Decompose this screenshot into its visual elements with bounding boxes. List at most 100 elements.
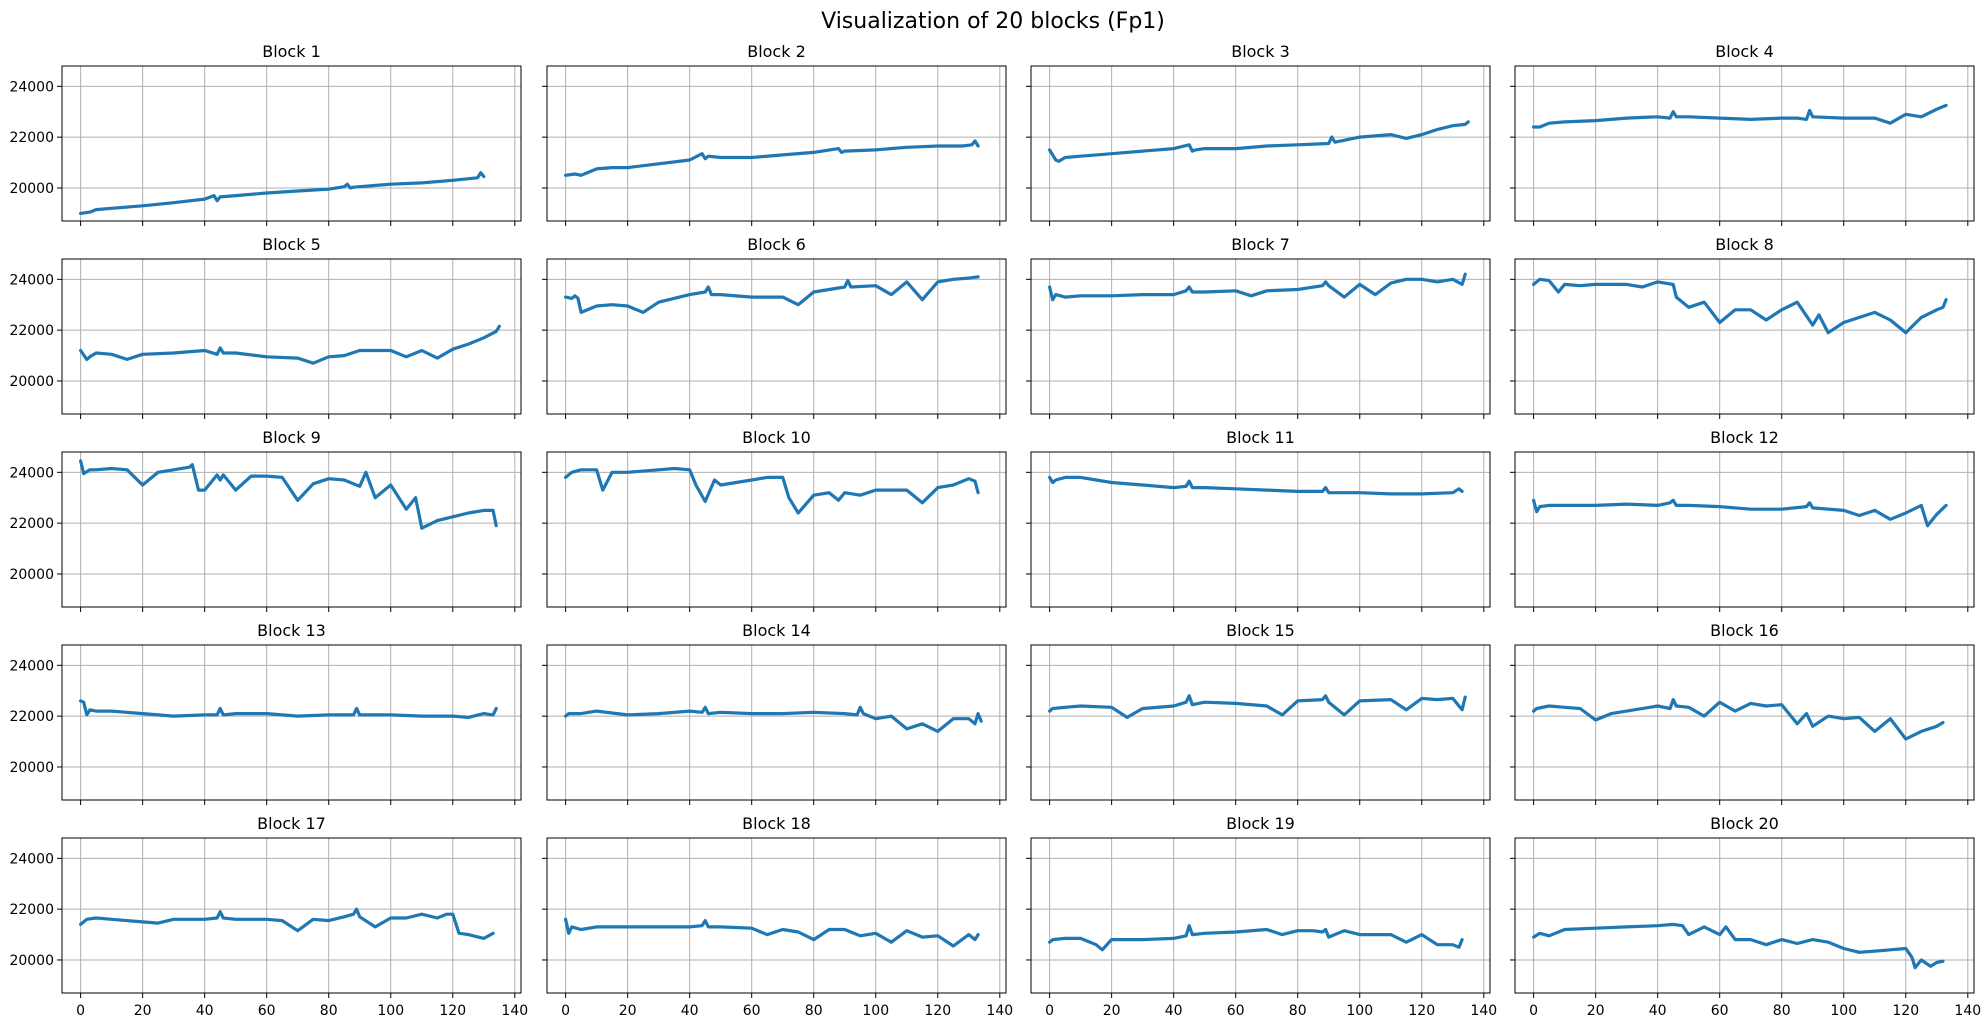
axes-frame [546,451,1007,608]
axes-frame [546,837,1007,994]
y-tick-label: 24000 [9,465,54,481]
axes-frame [1030,65,1491,222]
panel-block-5: Block 5 20000 22000 24000 [9,235,522,419]
x-tick-label: 80 [805,1003,823,1019]
series-line [1048,475,1464,496]
x-tick-label: 120 [439,1003,466,1019]
panel-title: Block 8 [1715,235,1774,254]
panel-title: Block 9 [262,428,321,447]
panel-title: Block 10 [742,428,811,447]
axes-frame [1514,65,1975,222]
series-line [1048,924,1464,952]
axes-frame [61,65,522,222]
axes-frame [1030,644,1491,801]
panel-title: Block 5 [262,235,321,254]
x-tick-label: 140 [986,1003,1013,1019]
series-line [1532,698,1945,741]
x-tick-label: 0 [561,1003,570,1019]
y-tick-label: 22000 [9,323,54,339]
y-tick-label: 20000 [9,567,54,583]
panel-title: Block 11 [1226,428,1295,447]
axes-frame [546,644,1007,801]
axes-frame [61,451,522,608]
series-line [1048,272,1467,302]
panel-title: Block 3 [1231,42,1290,61]
x-tick-label: 60 [1227,1003,1245,1019]
panel-title: Block 6 [747,235,806,254]
x-tick-label: 20 [1103,1003,1121,1019]
panel-block-12: Block 12 [1510,428,1975,612]
panel-title: Block 2 [747,42,806,61]
panel-block-18: Block 18 0 20 40 60 80 100 120 140 [542,814,1013,1019]
panel-block-7: Block 7 [1026,235,1491,419]
panel-block-11: Block 11 [1026,428,1491,612]
panel-title: Block 18 [742,814,811,833]
panel-block-15: Block 15 [1026,621,1491,805]
panel-block-3: Block 3 [1026,42,1491,226]
y-tick-label: 22000 [9,516,54,532]
panel-block-13: Block 13 20000 22000 24000 [9,621,522,805]
x-tick-label: 120 [924,1003,951,1019]
x-tick-label: 0 [1045,1003,1054,1019]
x-tick-label: 140 [1954,1003,1981,1019]
panel-block-6: Block 6 [542,235,1007,419]
series-line [1048,120,1470,163]
axes-frame [1514,451,1975,608]
axes-frame [1030,258,1491,415]
y-tick-label: 22000 [9,902,54,918]
panel-title: Block 20 [1710,814,1779,833]
x-tick-label: 40 [1165,1003,1183,1019]
panel-title: Block 15 [1226,621,1295,640]
series-line [564,275,980,314]
x-tick-label: 120 [1408,1003,1435,1019]
panel-block-16: Block 16 [1510,621,1975,805]
series-line [79,171,486,215]
x-tick-label: 140 [1470,1003,1497,1019]
axes-frame [546,65,1007,222]
panel-title: Block 12 [1710,428,1779,447]
x-tick-label: 40 [681,1003,699,1019]
panel-block-17: Block 17 0 20 40 60 80 100 120 140 20000 22000 2400… [9,814,528,1019]
panel-block-4: Block 4 [1510,42,1975,226]
series-line [564,139,980,177]
series-line [79,459,498,530]
y-tick-label: 24000 [9,851,54,867]
panel-block-14: Block 14 [542,621,1007,805]
x-tick-label: 0 [1529,1003,1538,1019]
panel-block-1: Block 1 20000 22000 24000 [9,42,522,226]
x-tick-label: 100 [1346,1003,1373,1019]
x-tick-label: 100 [377,1003,404,1019]
x-tick-label: 20 [619,1003,637,1019]
x-tick-label: 80 [320,1003,338,1019]
panel-title: Block 13 [257,621,326,640]
panel-title: Block 7 [1231,235,1290,254]
panel-block-8: Block 8 [1510,235,1975,419]
x-tick-label: 80 [1773,1003,1791,1019]
y-tick-label: 22000 [9,130,54,146]
series-line [1532,922,1945,970]
panel-title: Block 19 [1226,814,1295,833]
axes-frame [1030,451,1491,608]
series-line [79,907,495,940]
axes-frame [1030,837,1491,994]
axes-frame [1514,837,1975,994]
series-line [564,705,983,733]
x-tick-label: 100 [862,1003,889,1019]
series-line [1532,103,1948,129]
panel-block-10: Block 10 [542,428,1007,612]
x-tick-label: 100 [1830,1003,1857,1019]
y-tick-label: 22000 [9,709,54,725]
x-tick-label: 20 [1587,1003,1605,1019]
panel-title: Block 17 [257,814,326,833]
x-tick-label: 60 [743,1003,761,1019]
panel-block-9: Block 9 20000 22000 24000 [9,428,522,612]
panel-title: Block 1 [262,42,321,61]
y-tick-label: 24000 [9,272,54,288]
x-tick-label: 0 [76,1003,85,1019]
panel-block-20: Block 20 0 20 40 60 80 100 120 140 [1510,814,1981,1019]
y-tick-label: 20000 [9,374,54,390]
y-tick-label: 20000 [9,953,54,969]
